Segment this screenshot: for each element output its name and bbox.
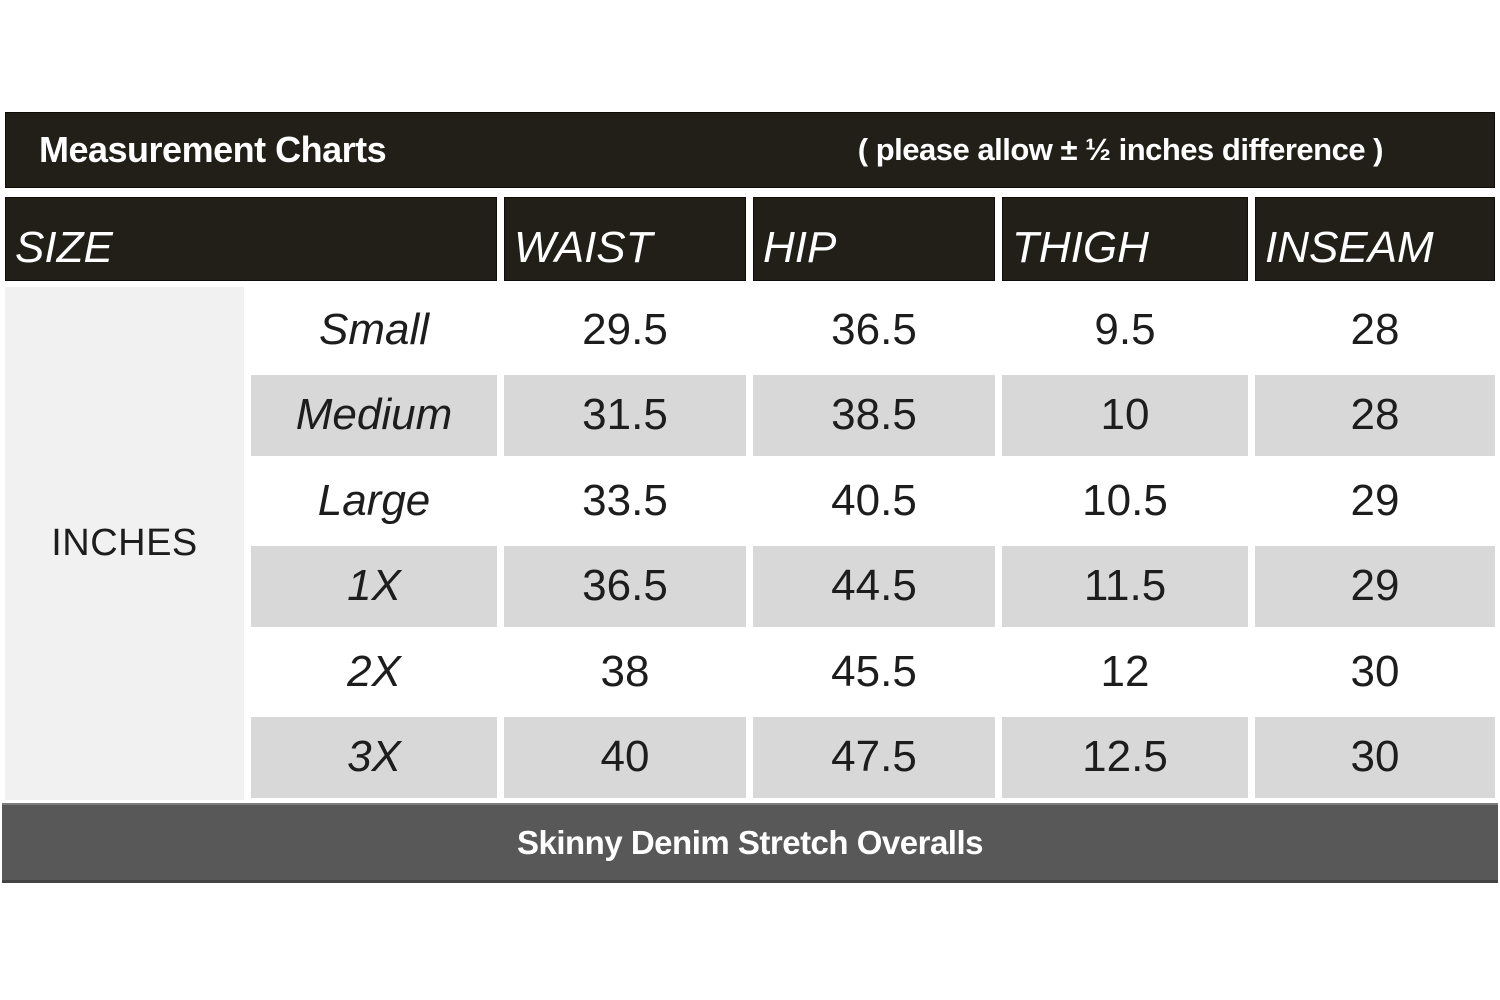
waist-value-3x: 40 bbox=[504, 714, 746, 800]
column-header-thigh: THIGH bbox=[1002, 197, 1248, 281]
size-label-1x: 1X bbox=[251, 543, 497, 629]
title-bar: Measurement Charts ( please allow ± ½ in… bbox=[5, 112, 1495, 188]
measurement-table-body: INCHES Small 29.5 36.5 9.5 28 Medium 31.… bbox=[5, 287, 1495, 800]
column-header-waist: WAIST bbox=[504, 197, 746, 281]
chart-title: Measurement Charts bbox=[39, 129, 387, 170]
inseam-value-medium: 28 bbox=[1255, 372, 1495, 458]
thigh-value-medium: 10 bbox=[1002, 372, 1248, 458]
unit-label-cell: INCHES bbox=[5, 287, 244, 800]
waist-value-medium: 31.5 bbox=[504, 372, 746, 458]
footer-bar: Skinny Denim Stretch Overalls bbox=[2, 803, 1498, 883]
inseam-value-3x: 30 bbox=[1255, 714, 1495, 800]
size-label-3x: 3X bbox=[251, 714, 497, 800]
waist-value-large: 33.5 bbox=[504, 458, 746, 544]
hip-value-medium: 38.5 bbox=[753, 372, 995, 458]
inseam-value-small: 28 bbox=[1255, 287, 1495, 373]
tolerance-note: ( please allow ± ½ inches difference ) bbox=[857, 132, 1384, 167]
column-header-hip: HIP bbox=[753, 197, 995, 281]
thigh-value-2x: 12 bbox=[1002, 629, 1248, 715]
waist-value-1x: 36.5 bbox=[504, 543, 746, 629]
inseam-value-1x: 29 bbox=[1255, 543, 1495, 629]
column-header-size: SIZE bbox=[5, 197, 497, 281]
thigh-value-1x: 11.5 bbox=[1002, 543, 1248, 629]
thigh-value-3x: 12.5 bbox=[1002, 714, 1248, 800]
waist-value-2x: 38 bbox=[504, 629, 746, 715]
column-header-inseam: INSEAM bbox=[1255, 197, 1495, 281]
thigh-value-large: 10.5 bbox=[1002, 458, 1248, 544]
size-label-2x: 2X bbox=[251, 629, 497, 715]
hip-value-3x: 47.5 bbox=[753, 714, 995, 800]
waist-value-small: 29.5 bbox=[504, 287, 746, 373]
inseam-value-2x: 30 bbox=[1255, 629, 1495, 715]
column-header-row: SIZE WAIST HIP THIGH INSEAM bbox=[5, 197, 1495, 281]
hip-value-2x: 45.5 bbox=[753, 629, 995, 715]
thigh-value-small: 9.5 bbox=[1002, 287, 1248, 373]
product-name: Skinny Denim Stretch Overalls bbox=[516, 824, 984, 861]
hip-value-large: 40.5 bbox=[753, 458, 995, 544]
size-label-large: Large bbox=[251, 458, 497, 544]
hip-value-small: 36.5 bbox=[753, 287, 995, 373]
inseam-value-large: 29 bbox=[1255, 458, 1495, 544]
size-label-medium: Medium bbox=[251, 372, 497, 458]
size-label-small: Small bbox=[251, 287, 497, 373]
hip-value-1x: 44.5 bbox=[753, 543, 995, 629]
